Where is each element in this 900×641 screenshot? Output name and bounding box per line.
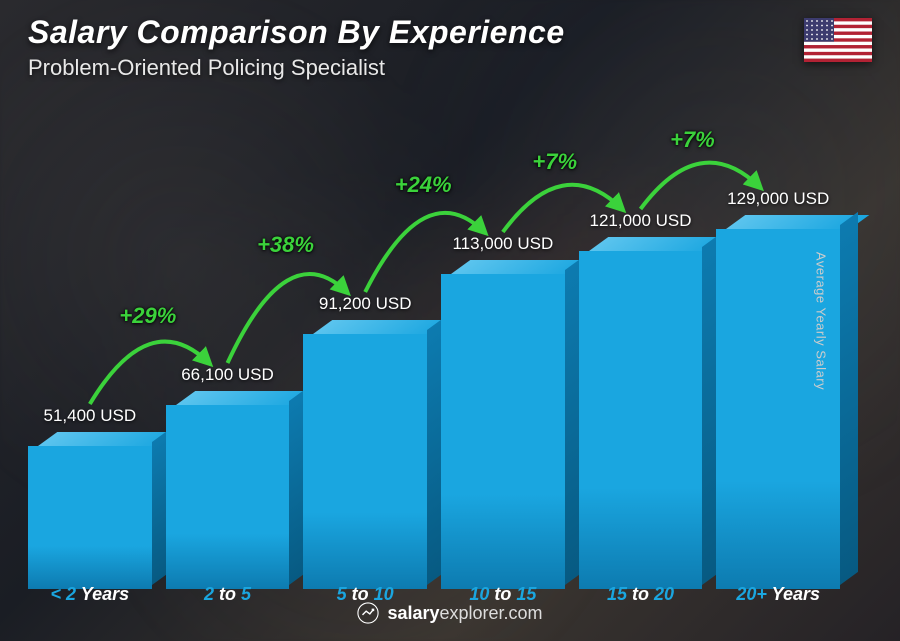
brand-bold: salary: [387, 603, 439, 623]
bar-value-label: 129,000 USD: [727, 189, 829, 209]
bar: [28, 432, 152, 575]
logo-icon: [357, 602, 379, 624]
increase-label: +38%: [257, 232, 314, 258]
chart-column: 121,000 USD15 to 20: [579, 211, 703, 575]
page-subtitle: Problem-Oriented Policing Specialist: [28, 55, 565, 81]
increase-label: +24%: [395, 172, 452, 198]
bar-value-label: 51,400 USD: [44, 406, 137, 426]
bar: [441, 260, 565, 575]
chart-column: 66,100 USD2 to 5: [166, 365, 290, 575]
bar-value-label: 113,000 USD: [452, 234, 553, 254]
chart-column: 91,200 USD5 to 10: [303, 294, 427, 575]
header: Salary Comparison By Experience Problem-…: [28, 14, 872, 81]
flag-icon: [804, 18, 872, 62]
bar-value-label: 121,000 USD: [589, 211, 691, 231]
bar-chart: 51,400 USD< 2 Years66,100 USD2 to 591,20…: [28, 95, 840, 575]
brand-text: salaryexplorer.com: [387, 603, 542, 624]
chart-column: 113,000 USD10 to 15: [441, 234, 565, 575]
bar: [303, 320, 427, 575]
brand-light: explorer: [440, 603, 504, 623]
y-axis-label: Average Yearly Salary: [813, 251, 828, 389]
increase-label: +7%: [532, 149, 577, 175]
chart-column: 51,400 USD< 2 Years: [28, 406, 152, 575]
title-block: Salary Comparison By Experience Problem-…: [28, 14, 565, 81]
bar: [166, 391, 290, 575]
footer: salaryexplorer.com: [0, 602, 900, 629]
bar-value-label: 66,100 USD: [181, 365, 274, 385]
page-title: Salary Comparison By Experience: [28, 14, 565, 51]
brand-suffix: .com: [504, 603, 543, 623]
brand: salaryexplorer.com: [357, 602, 542, 624]
increase-label: +29%: [119, 303, 176, 329]
increase-label: +7%: [670, 127, 715, 153]
bar: [579, 237, 703, 575]
bar-value-label: 91,200 USD: [319, 294, 412, 314]
